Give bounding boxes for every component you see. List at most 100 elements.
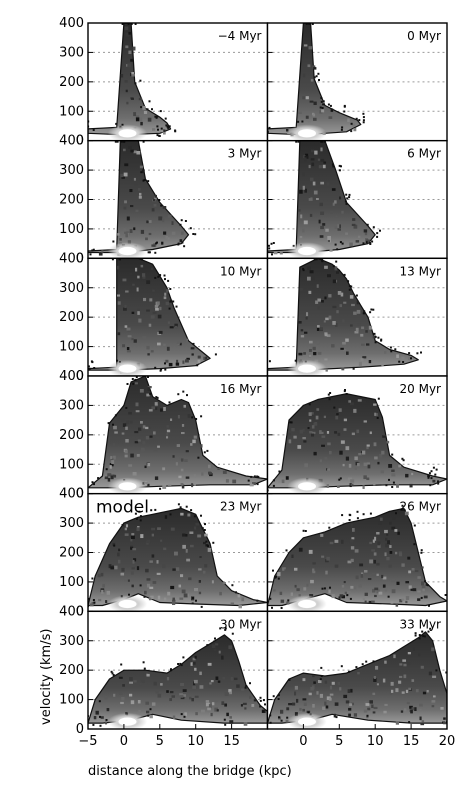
emission-speck [410, 357, 412, 360]
emission-speck [134, 382, 138, 385]
emission-speck [371, 549, 376, 552]
emission-speck [127, 240, 132, 244]
emission-speck [125, 426, 128, 430]
emission-speck [192, 439, 196, 444]
emission-speck [203, 541, 206, 545]
emission-speck [350, 130, 353, 133]
emission-speck [327, 238, 331, 243]
emission-speck [331, 188, 336, 191]
emission-speck [190, 443, 193, 446]
emission-speck [162, 564, 166, 569]
emission-speck [135, 402, 139, 407]
emission-speck [386, 533, 389, 536]
emission-speck [420, 596, 423, 599]
emission-speck [351, 123, 356, 127]
emission-speck [343, 110, 346, 113]
emission-speck [107, 422, 110, 425]
emission-speck [325, 705, 329, 709]
emission-speck [372, 539, 375, 543]
emission-speck [323, 161, 327, 164]
emission-speck [366, 477, 370, 481]
emission-speck [318, 165, 322, 169]
emission-speck [317, 72, 320, 75]
emission-speck [142, 140, 145, 143]
emission-speck [177, 503, 180, 506]
emission-speck [154, 407, 158, 410]
emission-speck [126, 383, 129, 385]
emission-speck [405, 689, 409, 693]
emission-speck [211, 580, 214, 584]
emission-speck [417, 590, 421, 593]
emission-speck [312, 562, 316, 565]
emission-speck [373, 442, 377, 447]
emission-speck [143, 595, 146, 598]
emission-speck [355, 240, 360, 243]
emission-speck [129, 189, 133, 193]
emission-speck [208, 704, 212, 709]
x-tick-label: 0 [299, 734, 307, 749]
emission-speck [443, 722, 447, 725]
y-axis-title: velocity (km/s) [39, 629, 54, 725]
emission-speck [377, 541, 381, 546]
emission-speck [120, 572, 125, 576]
emission-speck [138, 710, 141, 713]
emission-speck [113, 544, 116, 547]
emission-speck [366, 444, 370, 447]
emission-speck [368, 600, 373, 603]
emission-speck [408, 352, 411, 355]
emission-speck [271, 253, 273, 256]
emission-speck [124, 325, 128, 328]
emission-speck [384, 703, 388, 707]
emission-speck [131, 584, 134, 588]
emission-speck [156, 125, 159, 128]
emission-speck [421, 581, 425, 586]
emission-speck [440, 707, 444, 710]
emission-speck [185, 450, 189, 453]
emission-speck [376, 573, 379, 576]
emission-speck [290, 592, 293, 596]
emission-speck [344, 591, 347, 594]
emission-speck [358, 453, 362, 456]
emission-speck [135, 267, 138, 272]
emission-speck [224, 723, 227, 726]
emission-speck [304, 155, 309, 159]
emission-speck [362, 400, 366, 404]
emission-speck [177, 393, 180, 396]
emission-speck [240, 704, 243, 707]
emission-speck [164, 292, 167, 296]
emission-speck [384, 351, 387, 354]
emission-speck [377, 461, 380, 465]
emission-speck [170, 585, 175, 590]
emission-speck [162, 218, 165, 223]
panel-time-label: 26 Myr [400, 500, 442, 514]
emission-speck [309, 213, 313, 217]
emission-speck [150, 315, 155, 319]
emission-speck [307, 276, 311, 281]
emission-speck [320, 675, 323, 677]
emission-speck [364, 701, 368, 705]
emission-speck [327, 274, 331, 278]
emission-speck [362, 597, 366, 600]
emission-speck [395, 721, 400, 725]
emission-speck [337, 224, 340, 229]
emission-speck [120, 419, 125, 422]
emission-speck [333, 406, 336, 409]
emission-speck [404, 511, 409, 516]
emission-speck [146, 710, 150, 714]
panel-1: −4 Myr [87, 22, 269, 142]
emission-speck [259, 705, 262, 708]
emission-speck [318, 219, 321, 224]
emission-speck [122, 684, 125, 687]
emission-speck [401, 563, 405, 567]
emission-speck [321, 109, 325, 113]
emission-speck [237, 594, 241, 598]
emission-speck [157, 595, 161, 600]
emission-speck [158, 135, 161, 137]
emission-speck [416, 352, 419, 355]
emission-speck [185, 476, 190, 479]
emission-speck [386, 557, 390, 561]
emission-speck [132, 46, 136, 51]
emission-speck [373, 559, 377, 564]
emission-speck [163, 358, 167, 362]
emission-speck [253, 475, 256, 478]
